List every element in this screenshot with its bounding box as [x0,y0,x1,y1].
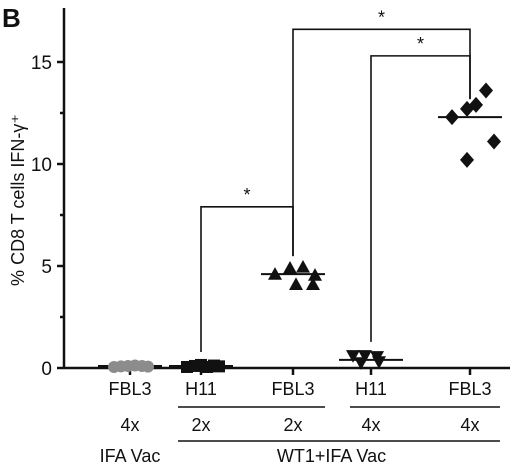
count-label: 4x [120,415,139,435]
significance-star: * [378,7,385,27]
count-label: 4x [460,415,479,435]
triangle-down-point [354,357,368,370]
triangle-down-point [346,350,360,363]
significance-star: * [417,34,424,54]
triangle-down-point [372,356,386,369]
diamond-point [479,82,493,99]
triangle-up-point [289,277,303,290]
significance-bracket [370,55,471,342]
square-point [213,360,225,373]
count-label: 4x [361,415,380,435]
y-tick-label: 10 [31,155,52,176]
diamond-point [445,109,459,126]
group-label: H11 [185,379,217,399]
x-axis-labels: FBL3 4x H11 2x FBL3 2x H11 4x FBL3 4x IFA Vac WT1+I… [100,379,500,464]
group-label: FBL3 [108,379,151,399]
axes: 0 5 10 15 [31,8,510,380]
triangle-down-point [358,350,372,363]
panel-label: B [2,3,21,33]
treatment-label: IFA Vac [100,446,161,464]
group-label: FBL3 [271,379,314,399]
y-tick-label: 15 [31,53,52,74]
triangle-up-point [283,261,297,274]
triangle-up-point [268,267,282,280]
count-label: 2x [283,415,302,435]
circle-point [142,360,154,373]
y-tick-label: 5 [41,257,52,278]
data-points [98,82,502,373]
group-label: FBL3 [448,379,491,399]
triangle-up-point [306,277,320,290]
diamond-point [487,133,501,150]
significance-bracket [292,28,471,257]
diamond-point [460,151,474,168]
y-axis-label: % CD8 T cells IFN-γ⁺ [8,114,28,286]
triangle-up-point [308,268,322,281]
count-label: 2x [191,415,210,435]
significance-star: * [243,185,250,205]
significance-brackets: * * * [200,7,471,352]
y-tick-label: 0 [41,359,52,380]
triangle-up-point [296,260,310,273]
group-label: H11 [355,379,387,399]
diamond-point [469,96,483,113]
treatment-label: WT1+IFA Vac [277,446,386,464]
